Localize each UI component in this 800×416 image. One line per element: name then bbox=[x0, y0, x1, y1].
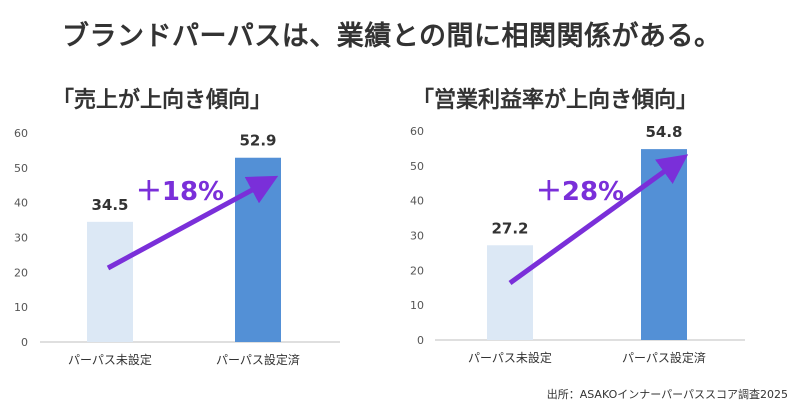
chart-1-title: 「売上が上向き傾向」 bbox=[52, 87, 272, 113]
chart-1-ytick-label: 10 bbox=[14, 301, 28, 314]
chart-2-ytick-label: 30 bbox=[410, 230, 424, 243]
chart-1-value-label: 34.5 bbox=[91, 196, 128, 214]
chart-1-ytick-label: 40 bbox=[14, 197, 28, 210]
chart-2-ytick-label: 0 bbox=[417, 334, 424, 347]
chart-1-category-label: パーパス未設定 bbox=[68, 352, 152, 367]
source-note: 出所：ASAKOインナーパーパススコア調査2025 bbox=[546, 388, 788, 401]
chart-2-ytick-label: 50 bbox=[410, 160, 424, 173]
page-title: ブランドパーパスは、業績との間に相関関係がある。 bbox=[62, 21, 722, 52]
chart-1-ytick-label: 60 bbox=[14, 127, 28, 140]
chart-2-title: 「営業利益率が上向き傾向」 bbox=[412, 87, 698, 113]
chart-2-value-label: 27.2 bbox=[491, 219, 528, 237]
chart-1-ytick-label: 30 bbox=[14, 232, 28, 245]
chart-2-trend-arrow bbox=[508, 154, 689, 286]
chart-2-ytick-label: 40 bbox=[410, 195, 424, 208]
chart-1-category-label: パーパス設定済 bbox=[216, 352, 300, 367]
chart-1-trend-arrow bbox=[106, 175, 279, 271]
chart-2-category-label: パーパス未設定 bbox=[468, 350, 552, 365]
chart-2: 「営業利益率が上向き傾向」 bbox=[412, 87, 745, 341]
chart-1-ytick-label: 20 bbox=[14, 266, 28, 279]
chart-1-ytick-label: 50 bbox=[14, 162, 28, 175]
chart-2-ytick-label: 60 bbox=[410, 125, 424, 138]
chart-1-bar-unset bbox=[87, 221, 133, 342]
chart-2-category-label: パーパス設定済 bbox=[622, 350, 706, 365]
chart-1-growth-annotation: ＋18% bbox=[136, 177, 224, 207]
chart-2-ytick-label: 10 bbox=[410, 299, 424, 312]
chart-2-bar-unset bbox=[487, 245, 533, 340]
chart-1-value-label: 52.9 bbox=[239, 132, 276, 150]
chart-1-ytick-label: 0 bbox=[21, 336, 28, 349]
chart-2-bar-set bbox=[641, 149, 687, 340]
chart-2-ytick-label: 20 bbox=[410, 264, 424, 277]
chart-2-growth-annotation: ＋28% bbox=[536, 177, 624, 207]
chart-2-value-label: 54.8 bbox=[645, 123, 682, 141]
chart-1: 「売上が上向き傾向」 bbox=[40, 87, 340, 343]
